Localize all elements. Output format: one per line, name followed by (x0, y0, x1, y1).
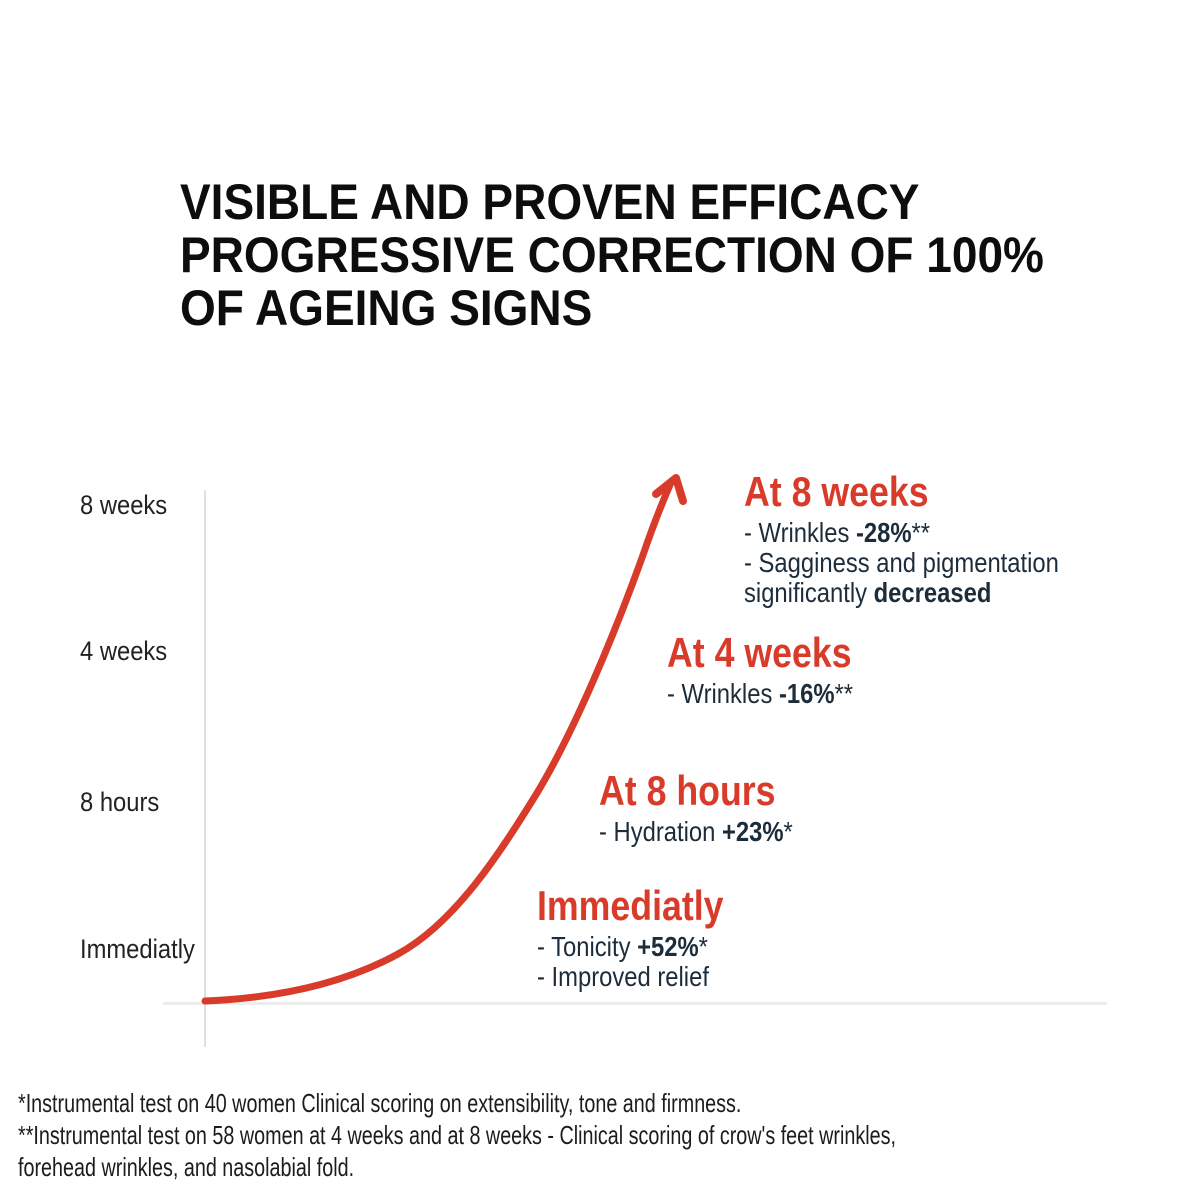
page-title-line-3: OF AGEING SIGNS (180, 280, 593, 336)
annotation-at-8-hours: At 8 hours - Hydration +23%* (599, 769, 827, 847)
annotation-body: - Hydration +23%* (599, 817, 793, 847)
y-axis-label-8-hours: 8 hours (80, 787, 160, 817)
arrowhead-icon (652, 474, 687, 505)
bullet-hydration: - Hydration +23%* (599, 816, 793, 847)
annotation-body: - Wrinkles -28%** - Sagginess and pigmen… (744, 518, 1059, 608)
x-axis-line (163, 1002, 1107, 1005)
footnote-line-3: forehead wrinkles, and nasolabial fold. (18, 1152, 355, 1182)
bullet-wrinkles-28: - Wrinkles -28%** (744, 517, 931, 548)
footnote-line-1: *Instrumental test on 40 women Clinical … (18, 1088, 742, 1118)
annotation-heading: At 8 hours (599, 767, 776, 814)
page-title-line-1: VISIBLE AND PROVEN EFFICACY (180, 174, 920, 230)
annotation-heading: Immediatly (537, 882, 724, 929)
bullet-wrinkles-16: - Wrinkles -16%** (667, 678, 854, 709)
y-axis-label-immediatly: Immediatly (80, 934, 195, 964)
page-title-line-2: PROGRESSIVE CORRECTION OF 100% (180, 227, 1044, 283)
footnotes: *Instrumental test on 40 women Clinical … (18, 1087, 896, 1183)
annotation-body: - Tonicity +52%* - Improved relief (537, 932, 724, 992)
annotation-heading: At 4 weeks (667, 629, 852, 676)
page-title: VISIBLE AND PROVEN EFFICACY PROGRESSIVE … (180, 176, 1044, 335)
y-axis-line (204, 490, 206, 1047)
annotation-at-4-weeks: At 4 weeks - Wrinkles -16%** (667, 631, 886, 709)
annotation-at-8-weeks: At 8 weeks - Wrinkles -28%** - Sagginess… (744, 470, 1114, 608)
annotation-immediatly: Immediatly - Tonicity +52%* - Improved r… (537, 884, 756, 992)
annotation-body: - Wrinkles -16%** (667, 679, 853, 709)
annotation-heading: At 8 weeks (744, 468, 929, 515)
bullet-improved-relief: - Improved relief (537, 961, 709, 992)
bullet-tonicity: - Tonicity +52%* (537, 931, 708, 962)
footnote-line-2: **Instrumental test on 58 women at 4 wee… (18, 1120, 897, 1150)
bullet-sagginess: - Sagginess and pigmentation (744, 547, 1059, 578)
y-axis-label-8-weeks: 8 weeks (80, 490, 168, 520)
y-axis-label-4-weeks: 4 weeks (80, 636, 168, 666)
bullet-decreased: significantly decreased (744, 577, 992, 608)
